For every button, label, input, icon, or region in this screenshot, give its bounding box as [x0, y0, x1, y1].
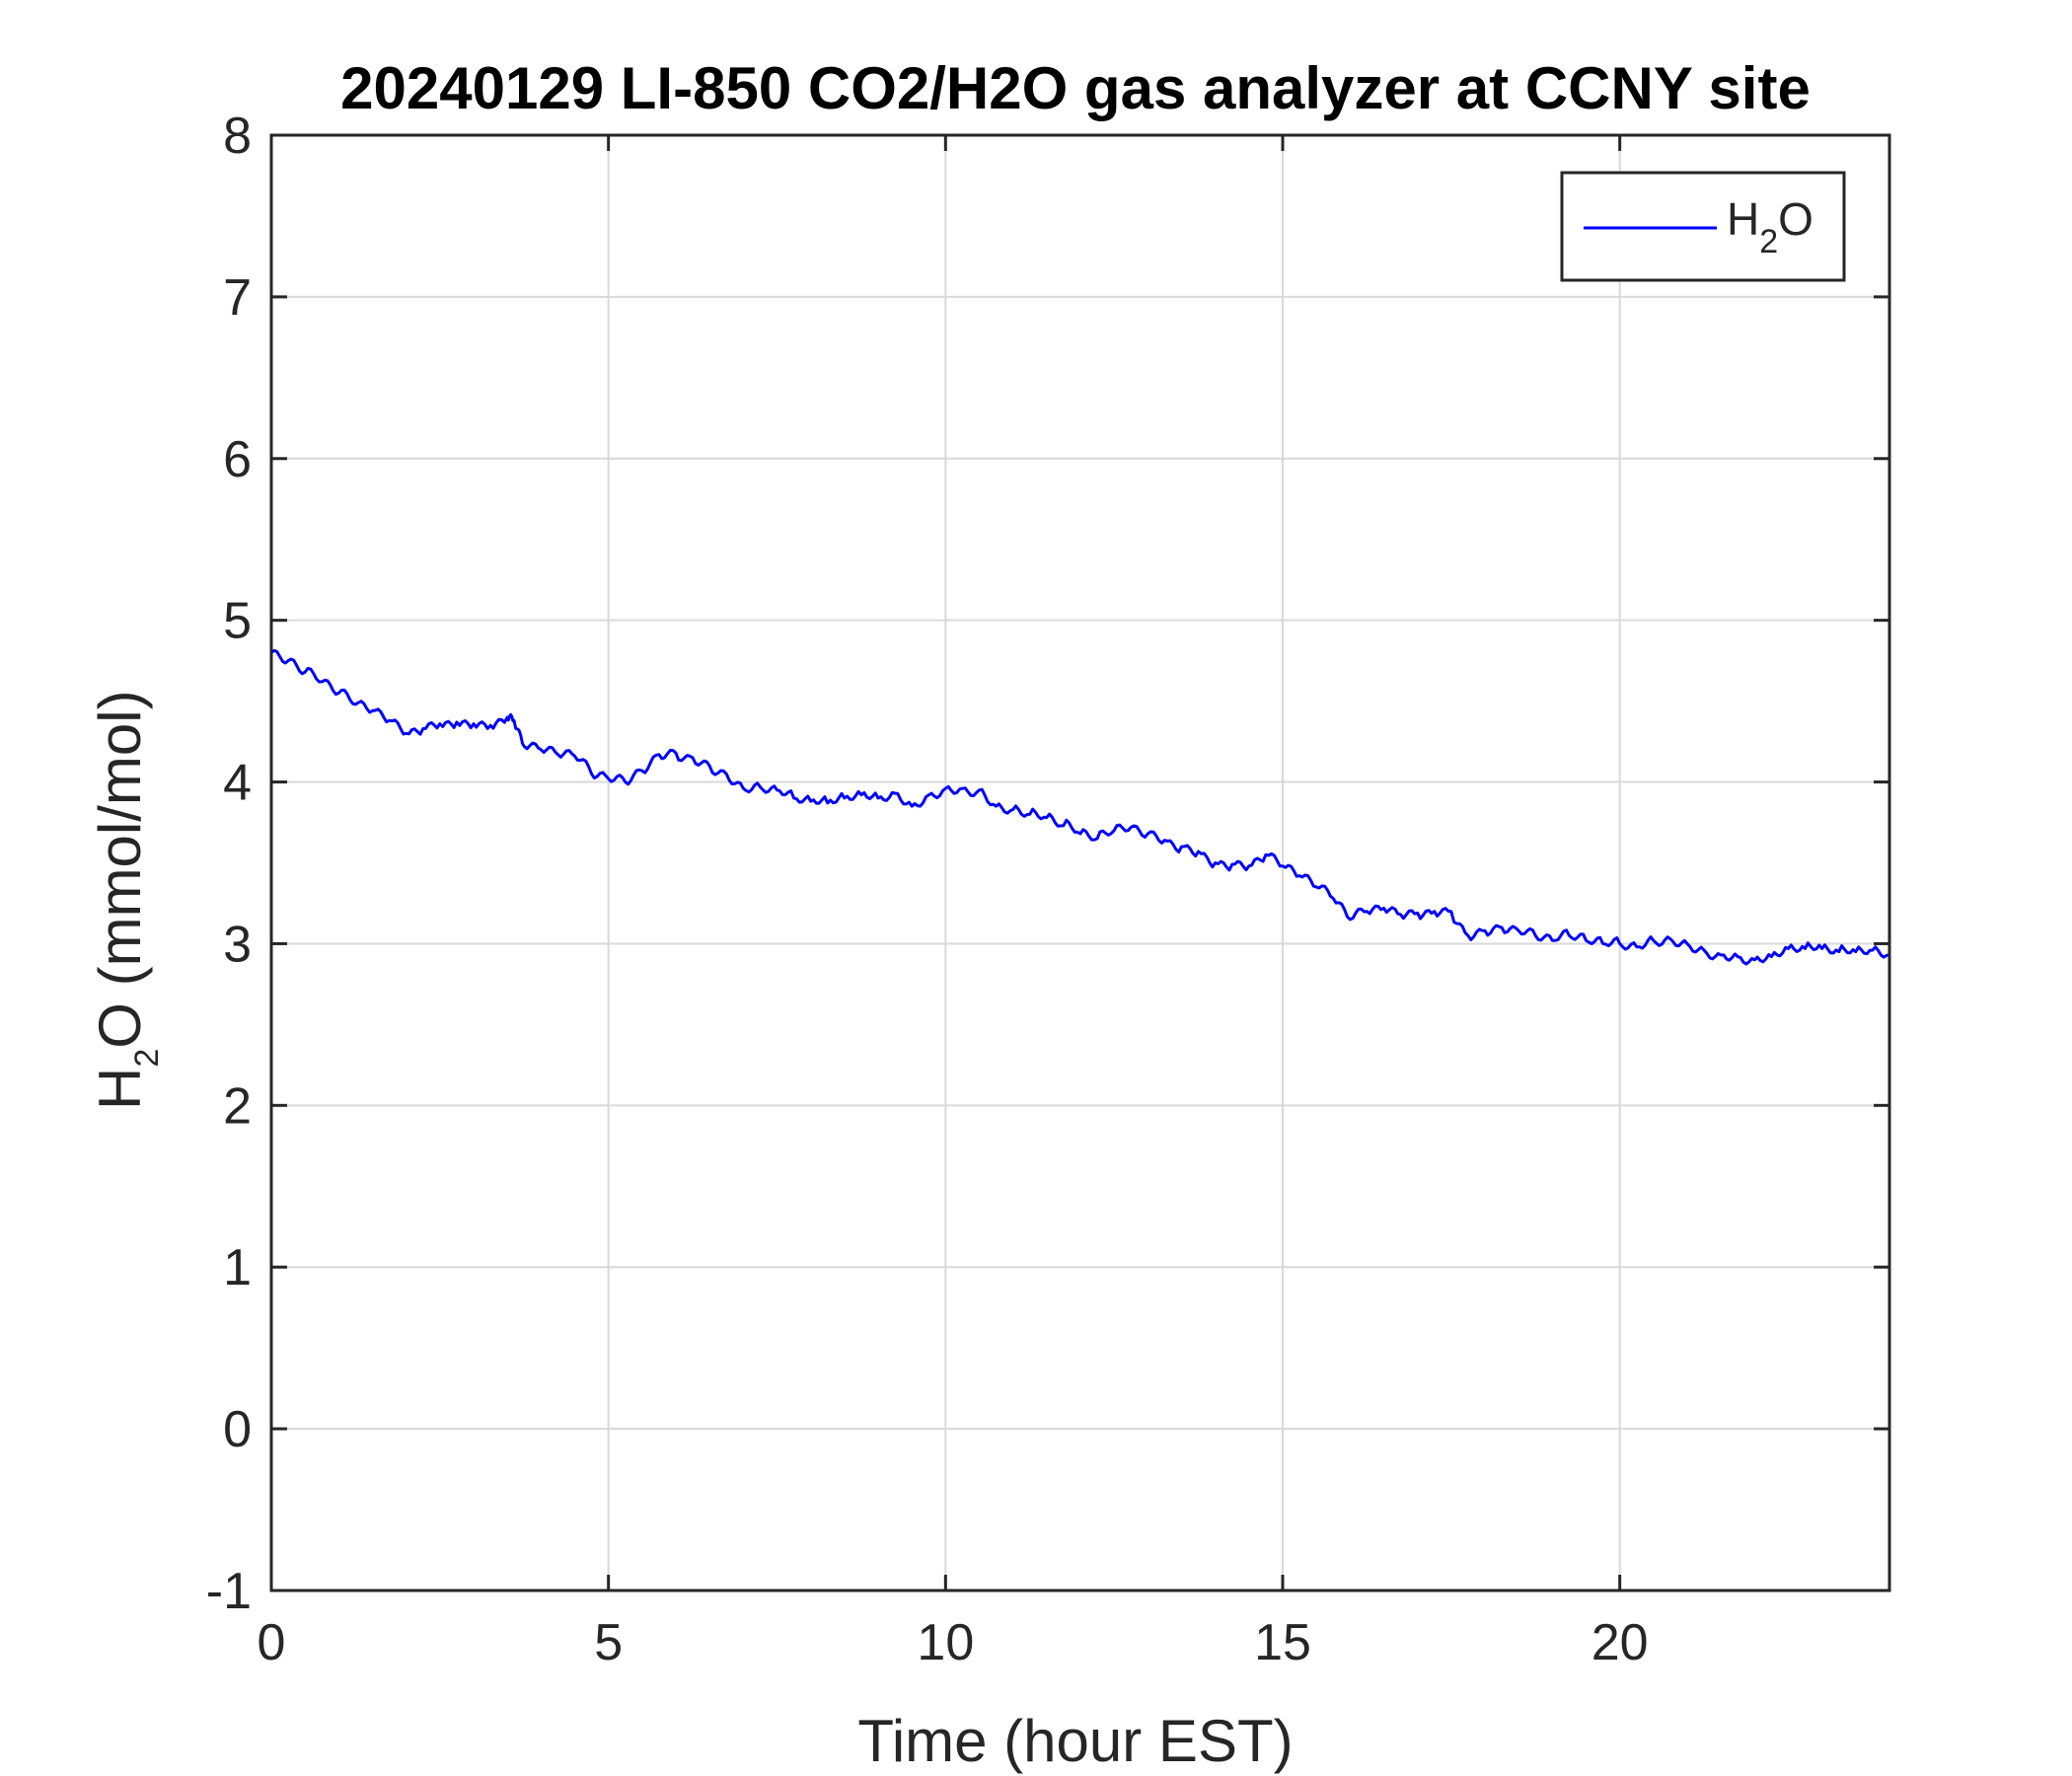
y-axis-label: H2O (mmol/mol) [87, 690, 166, 1110]
axes-layer [269, 133, 1891, 1592]
chart-title: 20240129 LI-850 CO2/H2O gas analyzer at … [340, 55, 1811, 121]
y-tick-label: 0 [223, 1401, 252, 1458]
legend-entry-rest: O [1778, 193, 1813, 245]
y-tick-label: 7 [223, 269, 252, 327]
y-axis-label-subscript: 2 [128, 1049, 166, 1068]
y-tick-label: 1 [223, 1239, 252, 1296]
x-tick-label: 10 [917, 1614, 974, 1671]
x-axis-label: Time (hour EST) [857, 1708, 1293, 1774]
y-tick-label: 2 [223, 1077, 252, 1135]
x-tick-label: 20 [1591, 1614, 1649, 1671]
y-tick-label: 8 [223, 108, 252, 165]
legend: H2O [1560, 171, 1846, 282]
y-axis-label-main: H [87, 1068, 153, 1110]
y-tick-label: 3 [223, 916, 252, 973]
y-tick-label: -1 [206, 1563, 252, 1620]
y-tick-label: 6 [223, 431, 252, 488]
y-axis-label-rest: O (mmol/mol) [87, 690, 153, 1048]
grid-layer [271, 135, 1889, 1591]
plot-area-frame [269, 133, 1891, 1592]
legend-entry-subscript: 2 [1759, 223, 1778, 260]
h2o-series-line [270, 648, 1890, 966]
legend-entry-h2o: H2O [1727, 193, 1813, 260]
series-layer [270, 648, 1890, 966]
x-tick-label: 0 [258, 1614, 286, 1671]
legend-entry-main: H [1727, 193, 1759, 245]
x-tick-label: 15 [1254, 1614, 1311, 1671]
y-tick-label: 5 [223, 593, 252, 650]
x-tick-label: 5 [594, 1614, 623, 1671]
y-tick-label: 4 [223, 755, 252, 812]
